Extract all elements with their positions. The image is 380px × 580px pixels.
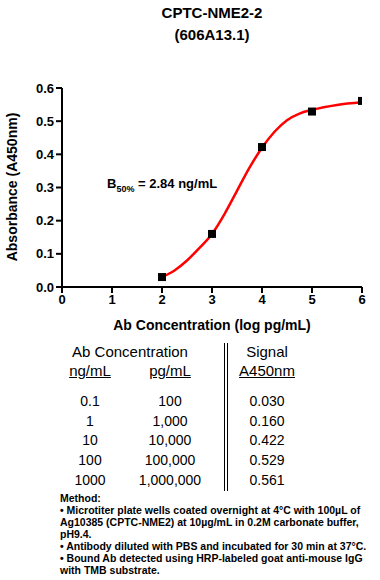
svg-text:1: 1 xyxy=(108,292,115,307)
html-text:10,000: 10,000 xyxy=(148,432,192,448)
html-text:0.561: 0.561 xyxy=(249,472,285,488)
html-text:B50%= 2.84 ng/mL: B50%= 2.84 ng/mL xyxy=(107,176,218,194)
html-text:A450nm: A450nm xyxy=(239,362,295,379)
html-text:10: 10 xyxy=(82,432,98,448)
svg-text:6: 6 xyxy=(358,292,365,307)
svg-text:0.4: 0.4 xyxy=(36,147,55,162)
svg-text:4: 4 xyxy=(258,292,266,307)
html-text:1: 1 xyxy=(86,413,94,429)
html-text:100: 100 xyxy=(158,393,182,409)
svg-text:0.0: 0.0 xyxy=(36,280,54,295)
svg-text:0: 0 xyxy=(58,292,65,307)
svg-text:0.5: 0.5 xyxy=(36,114,54,129)
html-text:100,000: 100,000 xyxy=(144,452,196,468)
html-text:0.030: 0.030 xyxy=(249,393,285,409)
html-text:1000: 1000 xyxy=(74,472,106,488)
html-text:CPTC-NME2-2: CPTC-NME2-2 xyxy=(161,4,263,21)
svg-text:3: 3 xyxy=(208,292,215,307)
html-text:Method:: Method: xyxy=(60,492,101,504)
html-text:1,000,000: 1,000,000 xyxy=(138,472,202,488)
html-text:Signal: Signal xyxy=(246,343,288,360)
html-text:ng/mL: ng/mL xyxy=(69,362,111,379)
svg-text:0.3: 0.3 xyxy=(36,180,54,195)
html-text:0.1: 0.1 xyxy=(80,393,100,409)
html-text:Ab Concentration (log pg/mL): Ab Concentration (log pg/mL) xyxy=(113,317,311,333)
html-text:• Microtiter plate wells coate: • Microtiter plate wells coated overnigh… xyxy=(60,504,361,540)
html-text:100: 100 xyxy=(78,452,102,468)
html-text:0.160: 0.160 xyxy=(249,413,285,429)
html-text:Absorbance (A450nm): Absorbance (A450nm) xyxy=(4,112,20,262)
html-text:1,000: 1,000 xyxy=(152,413,188,429)
svg-text:0.2: 0.2 xyxy=(36,213,54,228)
html-text:(606A13.1): (606A13.1) xyxy=(174,26,250,43)
html-text:0.422: 0.422 xyxy=(249,432,285,448)
html-text:• Bound Ab detected using HRP-: • Bound Ab detected using HRP-labeled go… xyxy=(60,552,363,576)
svg-text:0.6: 0.6 xyxy=(36,81,54,96)
svg-text:5: 5 xyxy=(308,292,315,307)
html-text:• Antibody diluted with PBS an: • Antibody diluted with PBS and incubate… xyxy=(60,540,367,552)
svg-text:2: 2 xyxy=(158,292,165,307)
html-text:0.529: 0.529 xyxy=(249,452,285,468)
html-text:Ab Concentration: Ab Concentration xyxy=(72,343,188,360)
html-text:pg/mL: pg/mL xyxy=(149,362,191,379)
svg-text:0.1: 0.1 xyxy=(36,246,54,261)
